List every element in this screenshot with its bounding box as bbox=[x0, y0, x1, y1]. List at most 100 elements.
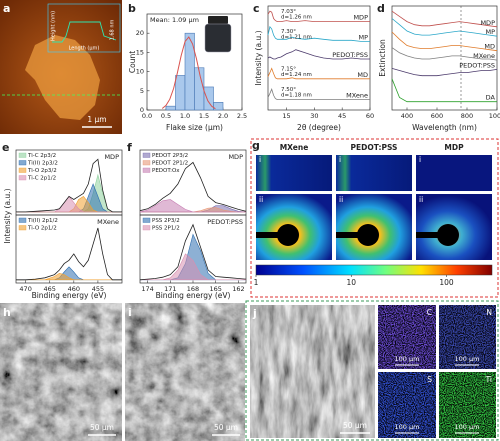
x-tick-label: 2.5 bbox=[237, 112, 247, 120]
giwaxs-col bbox=[256, 155, 332, 260]
legend-label: PEDOT:Ox bbox=[152, 168, 180, 174]
series-label: MXene bbox=[473, 52, 495, 60]
series-label: MD bbox=[484, 43, 495, 51]
legend-swatch bbox=[18, 175, 27, 181]
scale-label: 100 μm bbox=[455, 355, 480, 363]
sem-image bbox=[250, 305, 375, 438]
x-tick-label: 171 bbox=[164, 285, 176, 293]
eds-signal bbox=[439, 372, 496, 438]
panel-letter: b bbox=[128, 2, 136, 15]
series-line bbox=[391, 78, 497, 103]
afm-panel: Height (nm) Length (μm) 1.68 nm a 1 μm bbox=[0, 0, 122, 134]
giwaxs-1d bbox=[416, 155, 492, 191]
fit-curve bbox=[161, 36, 216, 110]
colorbar bbox=[255, 264, 493, 276]
sem-image bbox=[125, 303, 245, 441]
flake bbox=[25, 35, 100, 120]
eds-panel: j 50 μm C N S Ti 100 μm 100 μm 100 μm 10… bbox=[245, 300, 499, 441]
scale-label: 100 μm bbox=[455, 423, 480, 431]
x-tick-label: 1.0 bbox=[180, 112, 190, 120]
histogram-bar bbox=[175, 75, 186, 111]
x-tick-label: 600 bbox=[431, 112, 443, 120]
element-label: N bbox=[486, 308, 492, 317]
row-label: i bbox=[339, 155, 341, 164]
sem-image bbox=[0, 303, 122, 441]
vial-cap bbox=[208, 16, 228, 24]
scale-label: 50 μm bbox=[214, 423, 238, 432]
peak-annotation: 7.15° bbox=[281, 66, 296, 72]
y-tick-label: 5 bbox=[140, 87, 144, 95]
vial-body bbox=[204, 23, 232, 53]
peak-annotation: d=1.21 nm bbox=[281, 34, 312, 40]
series-label: MDP bbox=[353, 14, 368, 22]
row-label: ii bbox=[339, 195, 343, 204]
legend-swatch bbox=[18, 160, 27, 166]
envelope-line bbox=[16, 227, 122, 281]
giwaxs-panel: g MXene PEDOT:PSS MDP i i i ii ii ii bbox=[250, 138, 499, 298]
x-tick-label: 165 bbox=[210, 285, 222, 293]
legend-label: Ti(II) 2p3/2 bbox=[27, 161, 58, 167]
series-line bbox=[267, 88, 370, 100]
plot-frame bbox=[15, 214, 123, 284]
sample-label: MDP bbox=[104, 153, 119, 161]
annotation: Mean: 1.09 μm bbox=[150, 16, 199, 24]
step-height: 1.68 nm bbox=[110, 19, 116, 40]
component-peak bbox=[16, 272, 122, 281]
legend-swatch bbox=[142, 167, 151, 173]
legend-swatch bbox=[142, 160, 151, 166]
x-axis-label: Wavelength (nm) bbox=[412, 123, 477, 132]
colorbar-tick-label: 1 bbox=[254, 278, 259, 287]
series-line bbox=[267, 67, 370, 80]
y-axis-label: Count bbox=[128, 51, 137, 73]
x-tick-label: 15 bbox=[282, 112, 290, 120]
series-label: MP bbox=[485, 28, 495, 36]
envelope-line bbox=[139, 161, 247, 212]
legend-label: Ti-C 2p3/2 bbox=[27, 153, 56, 159]
x-tick-label: 470 bbox=[19, 285, 31, 293]
x-axis-label: Flake size (μm) bbox=[166, 123, 223, 132]
x-tick-label: 1.5 bbox=[199, 112, 209, 120]
scale-label: 100 μm bbox=[395, 355, 420, 363]
legend-label: Ti-C 2p1/2 bbox=[27, 176, 56, 182]
element-label: Ti bbox=[485, 375, 492, 384]
x-tick-label: 60 bbox=[366, 112, 374, 120]
series-line bbox=[267, 49, 370, 60]
x-tick-label: 162 bbox=[232, 285, 244, 293]
column-label: PEDOT:PSS bbox=[351, 143, 398, 152]
legend-swatch bbox=[18, 167, 27, 173]
x-tick-label: 2.0 bbox=[218, 112, 228, 120]
giwaxs-col bbox=[416, 155, 492, 260]
row-label: ii bbox=[259, 195, 263, 204]
legend-label: Ti-O 2p1/2 bbox=[27, 226, 57, 232]
x-tick-label: 465 bbox=[44, 285, 56, 293]
series-line bbox=[391, 10, 498, 28]
legend-label: Ti-O 2p3/2 bbox=[27, 168, 57, 174]
component-peak bbox=[16, 195, 122, 213]
colorbar-tick-label: 100 bbox=[439, 278, 454, 287]
giwaxs-col bbox=[336, 155, 412, 260]
sample-label: MXene bbox=[97, 218, 119, 226]
scale-label: 50 μm bbox=[90, 423, 114, 432]
peak-annotation: 7.03° bbox=[281, 9, 296, 15]
legend-swatch bbox=[142, 152, 151, 158]
peak-annotation: d=1.26 nm bbox=[281, 15, 312, 21]
scale-label: 100 μm bbox=[395, 423, 420, 431]
eds-signal bbox=[378, 305, 436, 369]
sample-label: MDP bbox=[228, 153, 243, 161]
eds-signal bbox=[439, 305, 496, 369]
peak-annotation: 7.30° bbox=[281, 29, 296, 35]
series-label: MD bbox=[357, 71, 368, 79]
peak-annotation: d=1.24 nm bbox=[281, 72, 312, 78]
y-tick-label: 20 bbox=[136, 29, 144, 37]
legend-swatch bbox=[18, 217, 27, 223]
series-line bbox=[391, 31, 498, 52]
component-peak bbox=[140, 253, 246, 281]
series-label: DA bbox=[486, 94, 496, 102]
x-tick-label: 174 bbox=[141, 285, 153, 293]
series-label: MXene bbox=[346, 92, 368, 100]
element-label: S bbox=[427, 375, 432, 384]
sample-label: PEDOT:PSS bbox=[207, 218, 243, 226]
peak-annotation: d=1.18 nm bbox=[281, 93, 312, 99]
legend-swatch bbox=[18, 225, 27, 231]
